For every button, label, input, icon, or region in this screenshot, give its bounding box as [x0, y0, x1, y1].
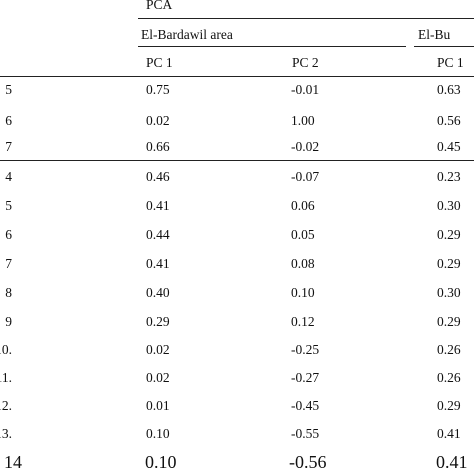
row-label: 7 [5, 139, 12, 154]
row-label: .10 [0, 342, 12, 357]
area1-label: El-Bardawil area [141, 27, 233, 42]
row-label: 5 [5, 82, 12, 97]
cell-pc1: 0.66 [146, 139, 170, 154]
row-label: 5 [5, 198, 12, 213]
area1-rule [138, 46, 406, 47]
area2-rule [414, 46, 474, 47]
cell-pc1-b: 0.26 [437, 370, 461, 385]
cell-pc2: -0.55 [291, 426, 320, 441]
cell-pc1-b: 0.26 [437, 342, 461, 357]
cell-pc2: 0.12 [291, 314, 315, 329]
row-label: 9 [5, 314, 12, 329]
area2-label: El-Bu [418, 27, 451, 42]
row-label: 4 [5, 169, 12, 184]
row-label: 7 [5, 256, 12, 271]
row-label: 6 [5, 113, 12, 128]
cell-pc1: 0.10 [146, 426, 170, 441]
cell-pc1: 0.46 [146, 169, 170, 184]
cell-pc1: 0.02 [146, 342, 170, 357]
row-label: .13 [0, 426, 12, 441]
cell-pc1: 0.02 [146, 370, 170, 385]
header-rule-bottom [0, 76, 474, 77]
cell-pc2: -0.07 [291, 169, 320, 184]
cell-pc2: -0.56 [289, 452, 327, 472]
cell-pc2: -0.25 [291, 342, 320, 357]
cell-pc1: 0.75 [146, 82, 170, 97]
cell-pc2: 0.10 [291, 285, 315, 300]
col-header-pc2: PC 2 [292, 55, 319, 70]
cell-pc2: 0.08 [291, 256, 315, 271]
cell-pc1-b: 0.30 [437, 285, 461, 300]
cell-pc2: -0.27 [291, 370, 320, 385]
cell-pc2: -0.02 [291, 139, 320, 154]
cell-pc2: 1.00 [291, 113, 315, 128]
cell-pc1: 0.41 [146, 198, 170, 213]
cell-pc1-b: 0.29 [437, 256, 461, 271]
header-rule-top [138, 18, 474, 19]
cell-pc2: -0.45 [291, 398, 320, 413]
cell-pc1-b: 0.56 [437, 113, 461, 128]
col-header-pc1: PC 1 [146, 55, 173, 70]
cell-pc1: 0.41 [146, 256, 170, 271]
row-label: 6 [5, 227, 12, 242]
cell-pc1: 0.01 [146, 398, 170, 413]
pca-group-label: PCA [146, 0, 173, 12]
row-label: 8 [5, 285, 12, 300]
cell-pc1-b: 0.30 [437, 198, 461, 213]
row-label: .11 [0, 370, 12, 385]
row-label: .12 [0, 398, 12, 413]
cell-pc1: 0.02 [146, 113, 170, 128]
cell-pc1-b: 0.29 [437, 227, 461, 242]
group-separator-rule [0, 160, 474, 161]
cell-pc1-b: 0.23 [437, 169, 461, 184]
cell-pc1-b: 0.29 [437, 314, 461, 329]
col-header-pc1-b: PC 1 [437, 55, 464, 70]
cell-pc1-b: 0.45 [437, 139, 461, 154]
cell-pc1: 0.10 [145, 452, 177, 472]
cell-pc1: 0.40 [146, 285, 170, 300]
cell-pc1-b: 0.29 [437, 398, 461, 413]
cell-pc2: -0.01 [291, 82, 320, 97]
cell-pc1-b: 0.41 [437, 426, 461, 441]
cell-pc2: 0.05 [291, 227, 315, 242]
cell-pc1: 0.44 [146, 227, 170, 242]
cell-pc2: 0.06 [291, 198, 315, 213]
cell-pc1-b: 0.63 [437, 82, 461, 97]
cell-pc1-b: 0.41 [436, 452, 468, 472]
row-label: 14 [4, 452, 22, 472]
cell-pc1: 0.29 [146, 314, 170, 329]
